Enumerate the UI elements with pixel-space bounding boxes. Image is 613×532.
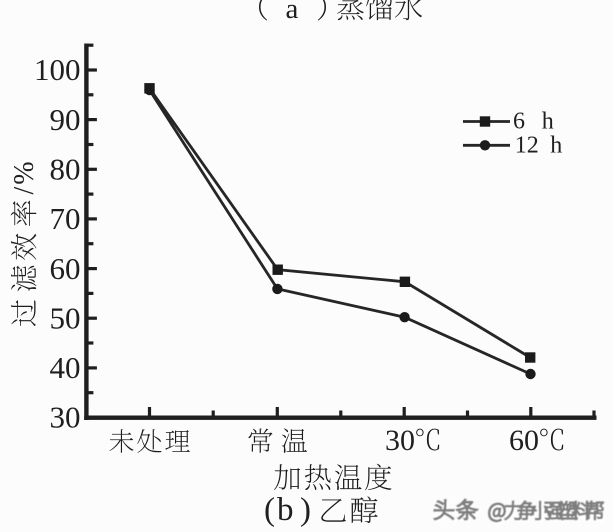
svg-text:/%: /%	[9, 159, 40, 194]
svg-text:(: (	[264, 492, 275, 528]
svg-text:30: 30	[50, 400, 81, 435]
svg-text:40: 40	[50, 350, 81, 385]
svg-text:30: 30	[385, 424, 415, 457]
svg-text:60: 60	[50, 251, 81, 286]
svg-text:a: a	[286, 0, 299, 25]
svg-text:b: b	[277, 492, 294, 528]
svg-text:h: h	[550, 133, 562, 159]
svg-text:50: 50	[50, 300, 81, 335]
svg-text:): )	[300, 492, 311, 528]
svg-text:70: 70	[50, 201, 81, 236]
svg-text:100: 100	[34, 52, 81, 87]
svg-text:90: 90	[50, 102, 81, 137]
svg-text:6: 6	[513, 109, 525, 135]
svg-text:h: h	[542, 109, 554, 135]
svg-text:12: 12	[515, 133, 539, 159]
svg-text:80: 80	[50, 152, 81, 187]
svg-text:60: 60	[509, 424, 539, 457]
